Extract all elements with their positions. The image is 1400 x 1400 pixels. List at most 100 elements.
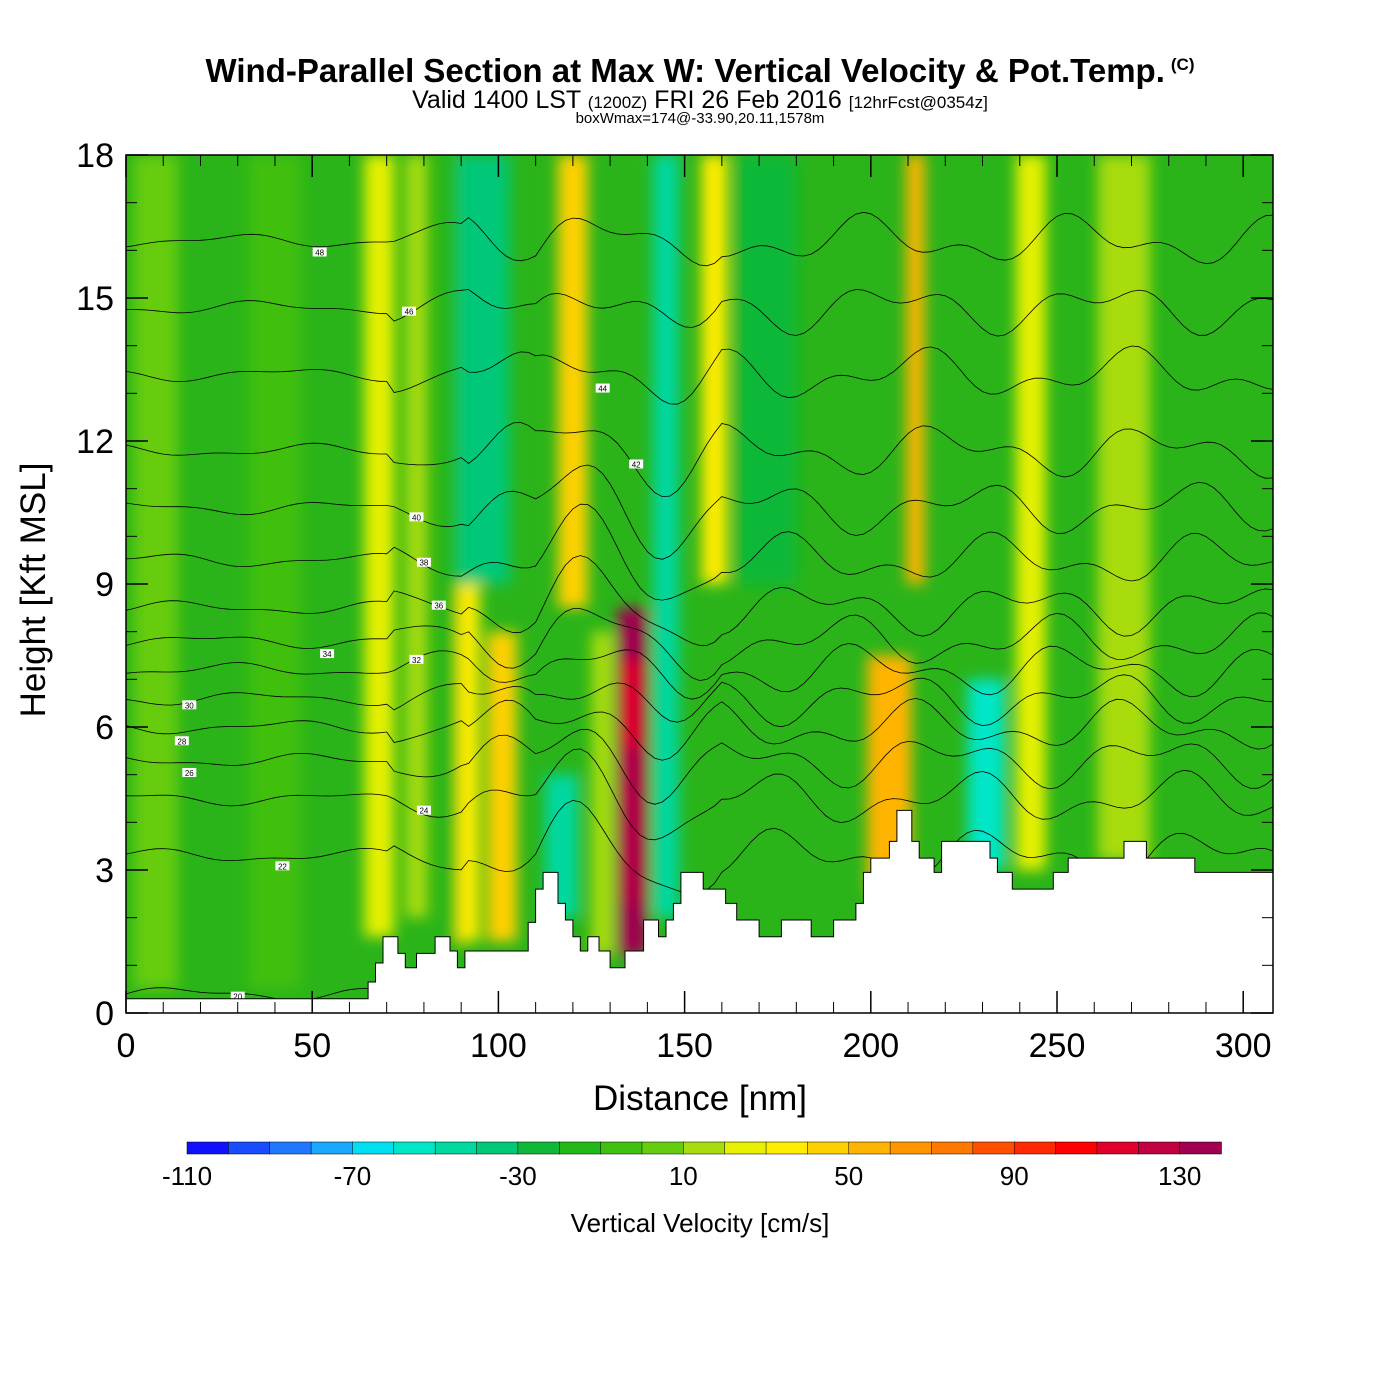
theta-contour-line bbox=[126, 643, 1273, 700]
axes: 0 50 100 150 200 250 300 0 36 9 12 15 18 bbox=[76, 137, 1273, 1065]
theta-contour-label: 22 bbox=[278, 862, 287, 871]
valid-utc: (1200Z) bbox=[587, 93, 648, 112]
colorbar-swatch bbox=[765, 1141, 809, 1155]
colorbar-swatch bbox=[807, 1141, 850, 1155]
colorbar-swatch bbox=[600, 1141, 643, 1155]
colorbar-tick-label: 90 bbox=[1000, 1161, 1029, 1191]
theta-contour-label: 46 bbox=[405, 308, 414, 317]
colorbar-swatch bbox=[352, 1141, 395, 1155]
theta-contour-label-bg bbox=[595, 383, 610, 393]
forecast-info: [12hrFcst@0354z] bbox=[848, 93, 988, 112]
velocity-band bbox=[133, 155, 179, 990]
theta-contour-line bbox=[126, 608, 1273, 681]
theta-contour-line bbox=[126, 674, 1273, 728]
x-axis-label: Distance [nm] bbox=[593, 1079, 807, 1118]
theta-contour-line bbox=[126, 503, 1273, 601]
theta-contour-label: 36 bbox=[434, 602, 443, 611]
x-tick-label: 300 bbox=[1215, 1027, 1272, 1065]
theta-contour-label: 40 bbox=[412, 513, 421, 522]
x-tick-label: 100 bbox=[470, 1027, 527, 1065]
theta-contour-label-bg bbox=[182, 767, 197, 777]
theta-contour-line bbox=[126, 345, 1273, 405]
theta-contour-line bbox=[126, 555, 1273, 646]
velocity-band bbox=[591, 631, 614, 956]
terrain-mask bbox=[126, 809, 1273, 1013]
colorbar-swatch bbox=[476, 1141, 519, 1155]
theta-contour-line bbox=[126, 211, 1273, 267]
colorbar-tick-label: -70 bbox=[334, 1161, 372, 1191]
theta-contour-label-bg bbox=[174, 736, 189, 746]
y-tick-label: 18 bbox=[76, 137, 114, 175]
y-tick-label: 0 bbox=[95, 995, 114, 1033]
colorbar-swatch bbox=[683, 1141, 726, 1155]
valid-date: FRI 26 Feb 2016 bbox=[654, 86, 842, 114]
theta-contour-label: 38 bbox=[419, 559, 428, 568]
colorbar-tick-label: 10 bbox=[669, 1161, 698, 1191]
plot-area: 20 22 24 26 28 30 32 34 36 38 40 42 44 46 48 bbox=[126, 155, 1273, 1013]
theta-contour-line bbox=[126, 422, 1273, 498]
colorbar-label: Vertical Velocity [cm/s] bbox=[570, 1208, 830, 1238]
x-tick-label: 200 bbox=[842, 1027, 899, 1065]
theta-contour-line bbox=[126, 748, 1273, 841]
theta-contour-label-bg bbox=[312, 247, 327, 257]
theta-contour-label: 20 bbox=[233, 993, 242, 1002]
box-wmax-info: boxWmax=174@-33.90,20.11,1578m bbox=[575, 110, 825, 127]
x-tick-label: 250 bbox=[1029, 1027, 1086, 1065]
theta-contour-label: 30 bbox=[185, 701, 194, 710]
theta-contour-label-bg bbox=[629, 459, 644, 469]
colorbar-swatch bbox=[1096, 1141, 1140, 1155]
theta-contour-label: 42 bbox=[632, 461, 641, 470]
velocity-band bbox=[906, 155, 925, 584]
x-tick-label: 0 bbox=[117, 1027, 136, 1065]
colorbar-swatch bbox=[186, 1141, 230, 1155]
theta-contour-line bbox=[126, 697, 1273, 761]
velocity-band bbox=[405, 155, 428, 918]
theta-contour-label: 24 bbox=[419, 807, 428, 816]
velocity-band bbox=[487, 631, 518, 942]
copyright-mark: (C) bbox=[1170, 55, 1195, 74]
colorbar-swatch bbox=[310, 1141, 354, 1155]
velocity-bands bbox=[133, 155, 1151, 990]
velocity-band bbox=[701, 155, 728, 584]
y-tick-label: 12 bbox=[76, 423, 114, 461]
velocity-band bbox=[457, 155, 510, 584]
x-tick-label: 50 bbox=[293, 1027, 331, 1065]
velocity-band bbox=[557, 155, 588, 608]
theta-contour-label: 28 bbox=[177, 737, 186, 746]
theta-contours: 20 22 24 26 28 30 32 34 36 38 40 42 44 46 48 bbox=[126, 211, 1273, 1013]
theta-contour-line bbox=[126, 728, 1273, 805]
theta-contour-label-bg bbox=[275, 861, 290, 871]
colorbar-tick-label: 130 bbox=[1158, 1161, 1201, 1191]
y-tick-label: 15 bbox=[76, 280, 114, 318]
theta-contour-label-bg bbox=[182, 700, 197, 710]
colorbar-swatch bbox=[1179, 1141, 1222, 1155]
colorbar-swatch bbox=[1138, 1141, 1181, 1155]
theta-contour-label-bg bbox=[409, 512, 424, 522]
valid-time: Valid 1400 LST (1200Z) FRI 26 Feb 2016 [… bbox=[0, 86, 1400, 115]
colorbar-swatch bbox=[558, 1141, 602, 1155]
colorbar-swatch bbox=[517, 1141, 560, 1155]
colorbar-tick-label: 50 bbox=[834, 1161, 863, 1191]
theta-contour-label-bg bbox=[230, 991, 245, 1001]
velocity-band bbox=[248, 155, 302, 990]
colorbar-swatch bbox=[1055, 1141, 1098, 1155]
colorbar-tick-label: -110 bbox=[162, 1161, 212, 1191]
theta-contour-line bbox=[126, 464, 1273, 560]
colorbar-swatch bbox=[269, 1141, 312, 1155]
chart-title: Wind-Parallel Section at Max W: Vertical… bbox=[0, 52, 1400, 90]
theta-contour-label-bg bbox=[402, 306, 417, 316]
x-tick-label: 150 bbox=[656, 1027, 713, 1065]
velocity-band bbox=[1097, 155, 1151, 861]
colorbar-swatch bbox=[972, 1141, 1015, 1155]
theta-contour-label: 44 bbox=[598, 385, 607, 394]
colorbar-swatch bbox=[848, 1141, 891, 1155]
colorbar-swatch bbox=[1013, 1141, 1057, 1155]
colorbar-swatch bbox=[931, 1141, 974, 1155]
y-axis-label: Height [Kft MSL] bbox=[14, 462, 53, 718]
velocity-band bbox=[736, 155, 797, 584]
colorbar-swatch bbox=[393, 1141, 436, 1155]
y-tick-label: 9 bbox=[95, 566, 114, 604]
y-tick-label: 6 bbox=[95, 709, 114, 747]
theta-contour-label: 32 bbox=[412, 656, 421, 665]
